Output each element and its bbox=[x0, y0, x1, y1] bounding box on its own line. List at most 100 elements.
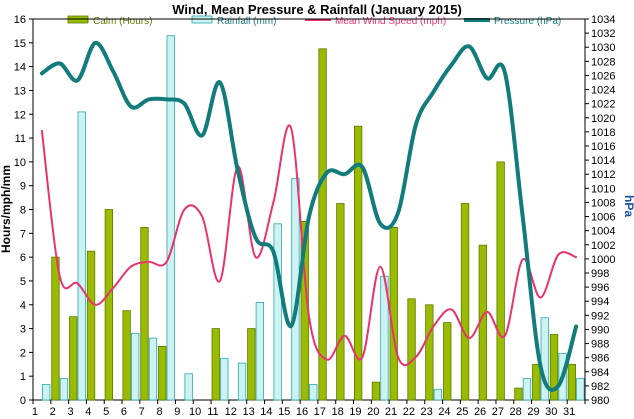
y2-tick-label: 1030 bbox=[591, 42, 615, 54]
calm-bar bbox=[567, 363, 576, 401]
y2-tick-label: 1016 bbox=[591, 141, 615, 153]
rainfall-bar bbox=[42, 384, 51, 401]
rainfall-bar bbox=[522, 378, 532, 401]
y-tick-label: 6 bbox=[20, 252, 26, 264]
calm-bar bbox=[158, 345, 167, 401]
y-axis-label-left: Hours/mph/mm bbox=[0, 165, 13, 253]
calm-bar bbox=[247, 328, 256, 401]
x-tick-label: 26 bbox=[474, 406, 486, 418]
x-tick-label: 19 bbox=[349, 406, 361, 418]
y-tick-label: 10 bbox=[14, 157, 26, 169]
series-lines bbox=[39, 41, 579, 392]
y2-tick-label: 1018 bbox=[591, 127, 615, 139]
calm-bar bbox=[443, 322, 452, 401]
calm-bar bbox=[549, 334, 559, 401]
calm-bar bbox=[211, 328, 220, 401]
y2-tick-label: 982 bbox=[591, 381, 609, 393]
chart-title: Wind, Mean Pressure & Rainfall (January … bbox=[172, 2, 462, 17]
legend-label: Rainfall (mm) bbox=[217, 16, 276, 27]
y-tick-label: 9 bbox=[20, 181, 26, 193]
y2-tick-label: 986 bbox=[591, 353, 609, 365]
rainfall-bar bbox=[433, 388, 443, 401]
x-tick-label: 4 bbox=[85, 406, 91, 418]
rainfall-bars bbox=[42, 35, 585, 401]
x-tick-label: 14 bbox=[260, 406, 272, 418]
x-tick-label: 27 bbox=[492, 406, 504, 418]
calm-bars bbox=[51, 48, 576, 401]
y-tick-label: 8 bbox=[20, 205, 26, 217]
y2-tick-label: 1026 bbox=[591, 70, 615, 82]
y2-tick-label: 980 bbox=[591, 395, 609, 407]
rainfall-bar bbox=[59, 378, 69, 401]
y-tick-label: 13 bbox=[14, 85, 26, 97]
right-axis: 980 982 984 986 988 990 992 994 996 998 1000 1002 10… bbox=[585, 14, 615, 407]
x-tick-label: 8 bbox=[156, 406, 162, 418]
x-tick-label: 22 bbox=[403, 406, 415, 418]
y2-tick-label: 1002 bbox=[591, 240, 615, 252]
x-tick-label: 23 bbox=[421, 406, 433, 418]
x-tick-label: 9 bbox=[174, 406, 180, 418]
x-tick-label: 13 bbox=[242, 406, 254, 418]
y-tick-label: 16 bbox=[14, 14, 26, 26]
y-tick-label: 4 bbox=[20, 300, 26, 312]
calm-bar bbox=[353, 125, 363, 401]
y-tick-label: 15 bbox=[14, 38, 26, 50]
calm-bar bbox=[140, 226, 149, 401]
y2-tick-label: 1034 bbox=[591, 14, 615, 26]
legend-label: Mean Wind Speed (mph) bbox=[335, 16, 446, 27]
y2-tick-label: 1014 bbox=[591, 155, 615, 167]
y-tick-label: 1 bbox=[20, 371, 26, 383]
x-axis: 1 2 3 4 5 6 7 8 9 10 11 12 13 14 15 16 17 18 19 20 21 22 23 24 2… bbox=[32, 400, 586, 418]
y2-tick-label: 1008 bbox=[591, 197, 615, 209]
y2-tick-label: 1010 bbox=[591, 183, 615, 195]
calm-bar bbox=[122, 310, 131, 401]
x-tick-label: 18 bbox=[331, 406, 343, 418]
x-tick-label: 5 bbox=[103, 406, 109, 418]
y2-tick-label: 996 bbox=[591, 282, 609, 294]
y2-tick-label: 1012 bbox=[591, 169, 615, 181]
x-tick-label: 2 bbox=[50, 406, 56, 418]
x-tick-label: 28 bbox=[510, 406, 522, 418]
calm-bar bbox=[532, 363, 541, 401]
x-tick-label: 15 bbox=[278, 406, 290, 418]
rainfall-bar bbox=[237, 362, 247, 401]
y2-tick-label: 1032 bbox=[591, 28, 615, 40]
wind-speed-line bbox=[40, 124, 578, 367]
y-tick-label: 7 bbox=[20, 228, 26, 240]
rainfall-bar bbox=[576, 378, 585, 401]
y2-tick-label: 1020 bbox=[591, 113, 615, 125]
rainfall-bar bbox=[166, 35, 175, 401]
y-tick-label: 0 bbox=[20, 395, 26, 407]
y-tick-label: 14 bbox=[14, 62, 26, 74]
x-tick-label: 24 bbox=[438, 406, 450, 418]
calm-bar bbox=[69, 316, 78, 401]
calm-bar bbox=[514, 387, 523, 401]
x-tick-label: 6 bbox=[121, 406, 127, 418]
x-tick-label: 21 bbox=[385, 406, 397, 418]
rainfall-bar bbox=[148, 337, 158, 401]
calm-bar bbox=[51, 256, 60, 401]
y2-tick-label: 1006 bbox=[591, 212, 615, 224]
x-tick-label: 30 bbox=[545, 406, 557, 418]
rainfall-bar bbox=[309, 384, 318, 401]
calm-bar bbox=[460, 203, 470, 401]
calm-bar bbox=[104, 209, 113, 401]
y2-tick-label: 1004 bbox=[591, 226, 615, 238]
x-tick-label: 25 bbox=[456, 406, 468, 418]
y2-tick-label: 994 bbox=[591, 296, 609, 308]
x-tick-label: 31 bbox=[563, 406, 575, 418]
y-tick-label: 3 bbox=[20, 324, 26, 336]
calm-bar bbox=[496, 161, 505, 401]
x-tick-label: 10 bbox=[189, 406, 201, 418]
legend-label: Calm (Hours) bbox=[93, 16, 152, 27]
rainfall-bar bbox=[220, 357, 229, 401]
y2-tick-label: 990 bbox=[591, 324, 609, 336]
x-tick-label: 16 bbox=[296, 406, 308, 418]
x-tick-label: 7 bbox=[139, 406, 145, 418]
y2-tick-label: 1000 bbox=[591, 254, 615, 266]
y2-tick-label: 984 bbox=[591, 367, 609, 379]
rainfall-bar bbox=[184, 373, 193, 401]
x-tick-label: 3 bbox=[67, 406, 73, 418]
